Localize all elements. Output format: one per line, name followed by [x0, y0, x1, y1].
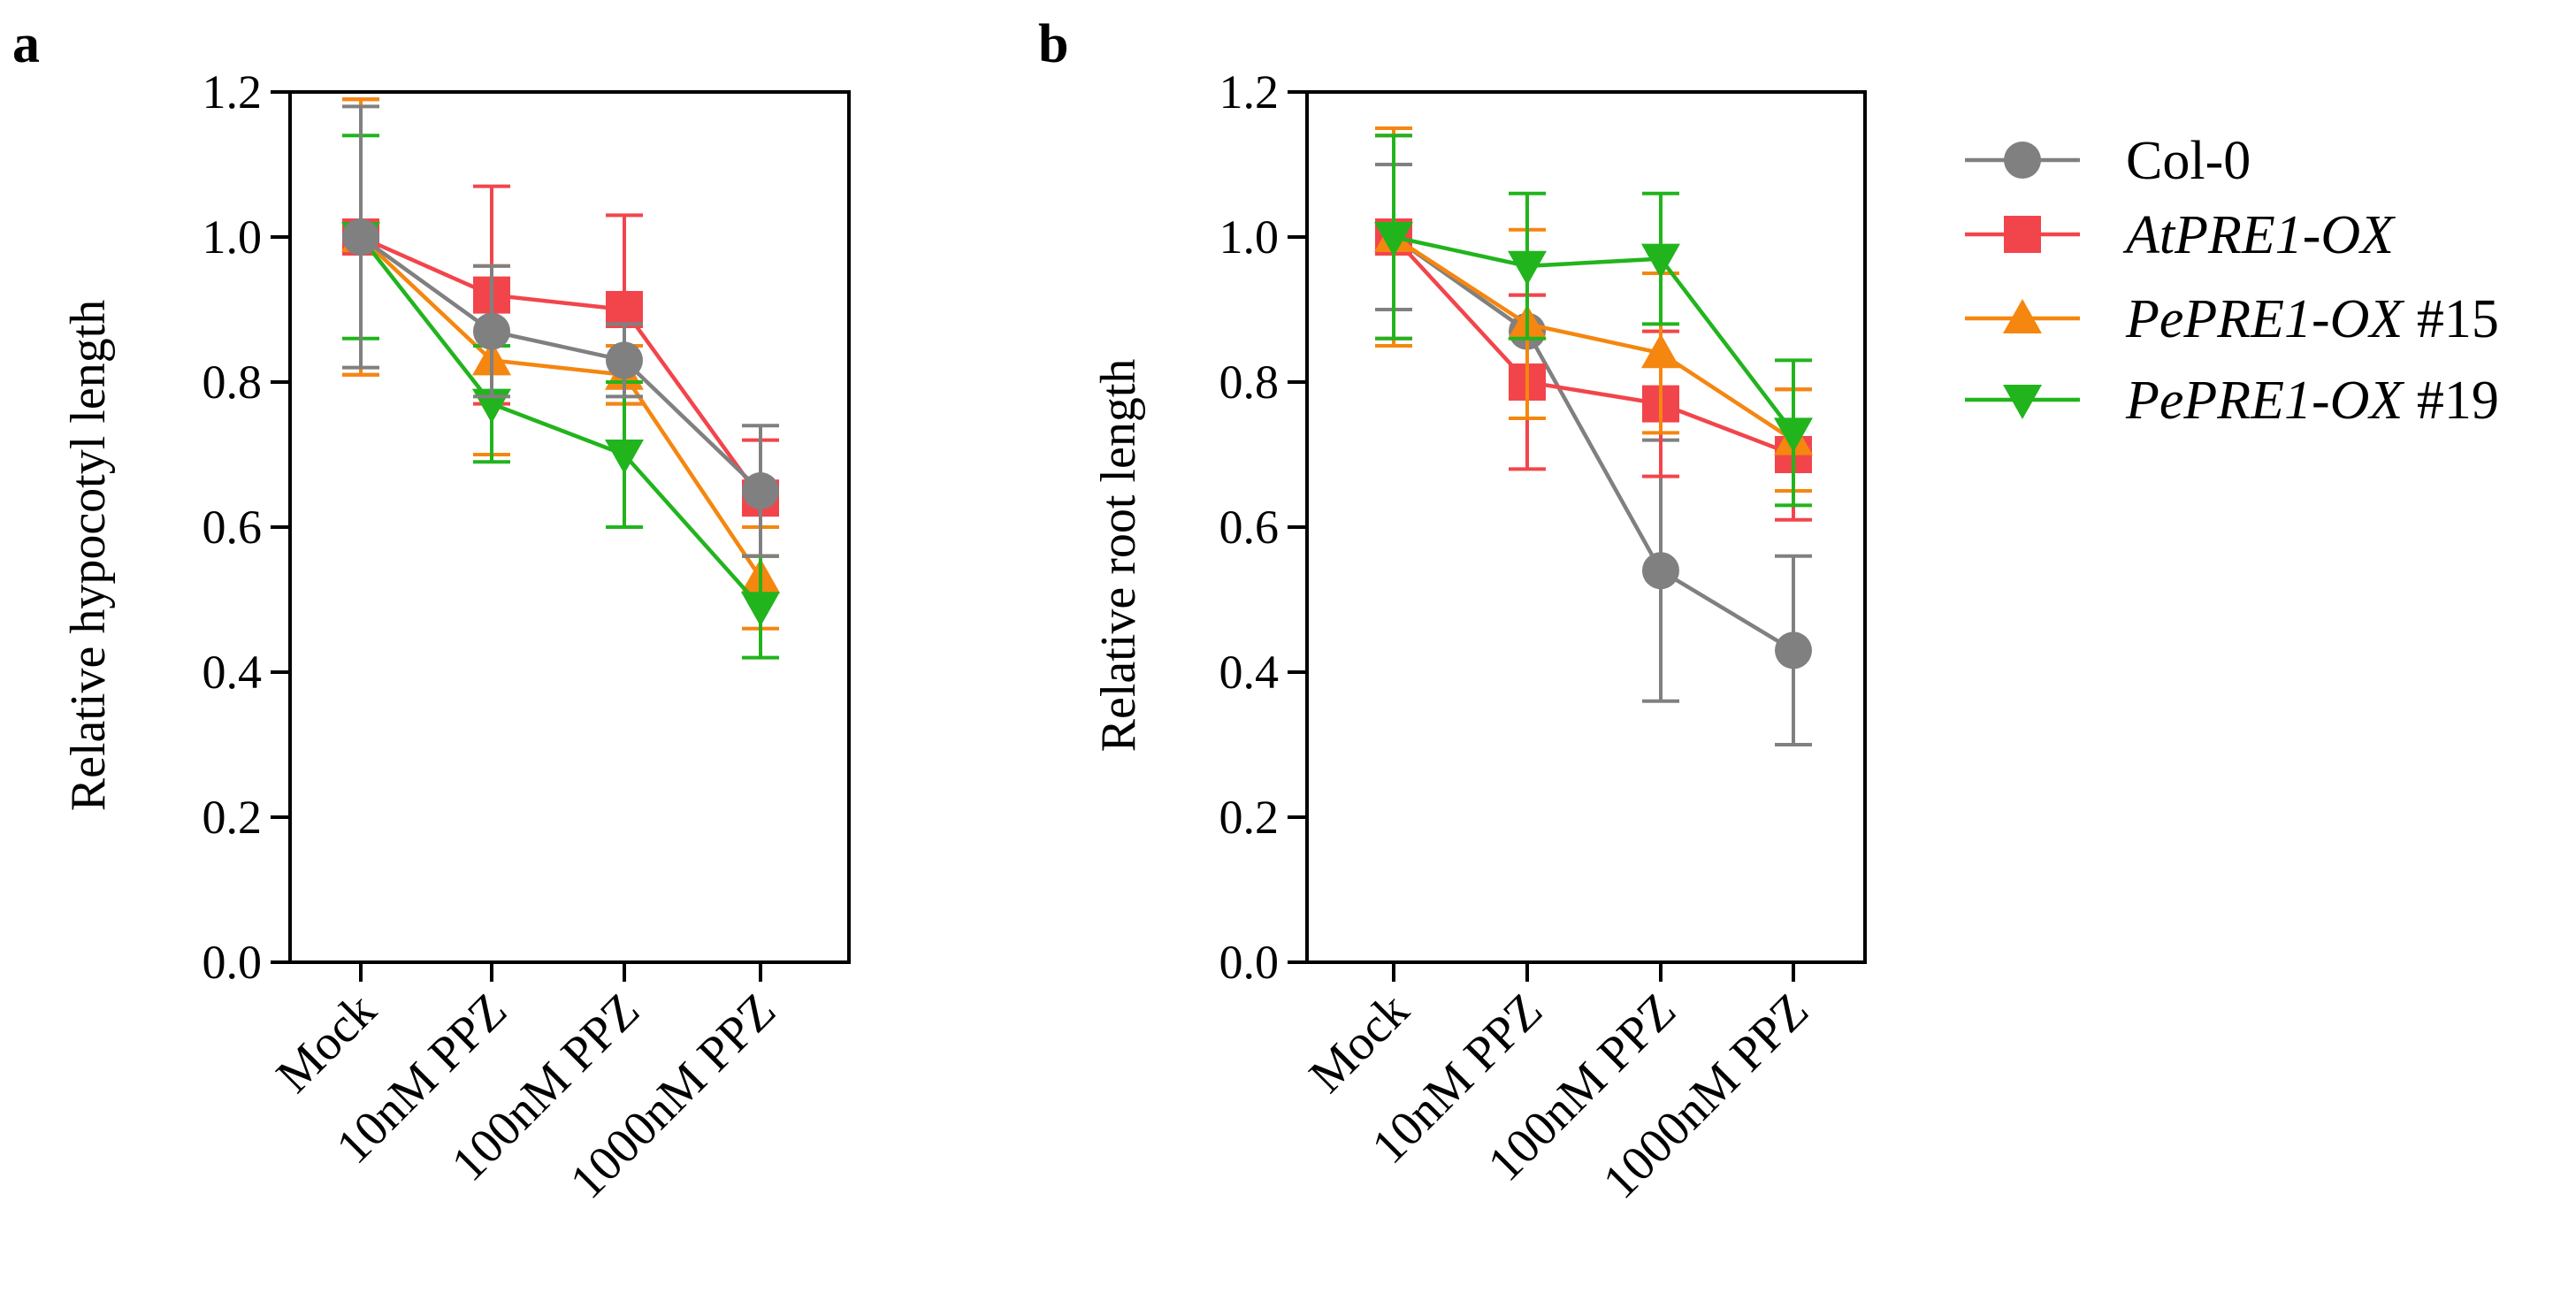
y-tick-label-b-6: 1.2 [1219, 65, 1280, 119]
panel-label-a: a [12, 14, 40, 74]
series-layer-a [341, 97, 780, 660]
y-tick-label-a-5: 1.0 [203, 210, 263, 264]
series-line-b-pepre1-ox-15 [1392, 235, 1795, 442]
legend-label-col-0: Col-0 [2126, 131, 2251, 191]
marker-b-pepre1-ox-19-2 [1641, 243, 1680, 279]
series-a-atpre1-ox [342, 97, 779, 558]
y-axis-title-b: Relative root length [1091, 359, 1146, 753]
legend-entry-atpre1-ox: AtPRE1-OX [1965, 205, 2396, 265]
series-a-pepre1-ox-15 [341, 97, 780, 631]
legend-marker-atpre1-ox [2004, 216, 2041, 253]
legend-entry-pepre1-ox-19: PePRE1-OX #19 [1965, 371, 2499, 431]
panel-a: a Relative hypocotyl length 0.0 0.2 0.4 0.6… [12, 14, 851, 1210]
marker-b-col-0-2 [1642, 552, 1679, 590]
y-ticks-b: 0.0 0.2 0.4 0.6 0.8 1.0 1.2 [1219, 65, 1307, 989]
x-category-label-a-0: Mock [266, 983, 386, 1103]
series-line-b-atpre1-ox [1392, 235, 1794, 457]
marker-b-col-0-3 [1775, 631, 1812, 669]
marker-b-pepre1-ox-15-2 [1641, 333, 1680, 369]
series-b-pepre1-ox-19 [1374, 134, 1813, 508]
y-axis-title-a: Relative hypocotyl length [61, 300, 116, 812]
y-tick-label-a-0: 0.0 [203, 936, 263, 989]
marker-a-col-0-0 [342, 218, 379, 256]
legend-label-atpre1-ox: AtPRE1-OX [2122, 205, 2396, 265]
series-layer-b [1374, 126, 1813, 746]
y-tick-label-b-1: 0.2 [1219, 791, 1280, 844]
y-tick-label-a-1: 0.2 [203, 791, 263, 844]
legend-label-pepre1-ox-15: PePRE1-OX #15 [2125, 289, 2499, 349]
y-tick-label-b-3: 0.6 [1219, 501, 1280, 554]
y-tick-label-b-4: 0.8 [1219, 356, 1280, 409]
series-line-a-pepre1-ox-15 [359, 235, 762, 579]
legend-entry-col-0: Col-0 [1965, 131, 2251, 191]
plot-frame-a [288, 90, 851, 964]
x-category-label-b-0: Mock [1299, 983, 1419, 1103]
legend-label-pepre1-ox-19: PePRE1-OX #19 [2125, 371, 2499, 431]
series-line-b-pepre1-ox-19 [1393, 234, 1795, 434]
marker-a-col-0-2 [606, 341, 643, 379]
marker-a-col-0-3 [742, 472, 779, 509]
marker-a-atpre1-ox-2 [606, 291, 643, 328]
marker-a-pepre1-ox-19-2 [605, 440, 644, 474]
y-tick-label-b-0: 0.0 [1219, 936, 1280, 989]
marker-b-pepre1-ox-19-3 [1774, 417, 1813, 453]
plot-frame-b [1305, 90, 1867, 964]
marker-a-col-0-1 [473, 312, 510, 350]
series-a-pepre1-ox-19 [341, 134, 780, 660]
legend-marker-pepre1-ox-19 [2003, 385, 2042, 419]
panel-b: b Relative root length 0.0 0.2 0.4 0.6 0.8 1.… [1038, 14, 1867, 1210]
series-line-a-pepre1-ox-19 [359, 235, 762, 608]
y-tick-label-a-3: 0.6 [203, 501, 263, 554]
y-tick-label-a-2: 0.4 [203, 646, 263, 699]
legend-marker-pepre1-ox-15 [2003, 299, 2042, 333]
y-tick-label-a-6: 1.2 [203, 65, 263, 119]
series-line-a-col-0 [359, 235, 762, 493]
series-line-a-atpre1-ox [360, 234, 762, 500]
legend-entry-pepre1-ox-15: PePRE1-OX #15 [1965, 289, 2499, 349]
y-ticks-a: 0.0 0.2 0.4 0.6 0.8 1.0 1.2 [203, 65, 290, 989]
legend-marker-col-0 [2004, 142, 2041, 179]
series-b-atpre1-ox [1375, 134, 1812, 522]
series-b-col-0 [1375, 163, 1812, 746]
y-tick-label-b-2: 0.4 [1219, 646, 1280, 699]
y-tick-label-b-5: 1.0 [1219, 210, 1280, 264]
panel-label-b: b [1038, 14, 1068, 74]
marker-b-pepre1-ox-19-0 [1374, 222, 1413, 256]
series-a-col-0 [342, 104, 779, 558]
marker-a-pepre1-ox-19-3 [741, 592, 780, 627]
y-tick-label-a-4: 0.8 [203, 356, 263, 409]
series-line-b-col-0 [1392, 235, 1795, 653]
legend: Col-0 AtPRE1-OX PePRE1-OX #15 PePRE1-OX #19 [1965, 131, 2499, 431]
marker-b-pepre1-ox-19-1 [1508, 250, 1547, 286]
